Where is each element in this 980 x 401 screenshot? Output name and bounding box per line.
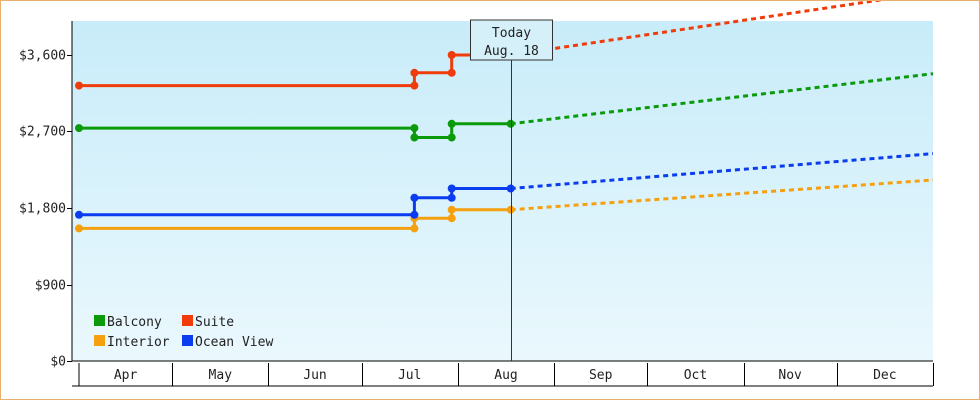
month-label: Apr <box>114 368 138 383</box>
legend-swatch <box>182 335 193 346</box>
y-tick-label: $3,600 <box>19 49 66 64</box>
series-point[interactable] <box>410 81 419 90</box>
month-label: Nov <box>778 368 802 383</box>
legend-label: Suite <box>195 315 234 330</box>
series-line-forecast <box>510 1 884 57</box>
series-point[interactable] <box>410 210 419 219</box>
series-point[interactable] <box>75 124 83 133</box>
month-label: Jun <box>303 368 326 383</box>
y-tick-label: $1,800 <box>19 202 66 217</box>
series-line-forecast <box>510 72 934 126</box>
month-label: Dec <box>873 368 896 383</box>
series-point[interactable] <box>447 68 456 77</box>
series-point[interactable] <box>506 184 515 193</box>
series-line-forecast <box>510 152 934 190</box>
month-label: Jul <box>398 368 421 383</box>
legend-label: Ocean View <box>195 335 273 350</box>
series-line-history <box>79 53 511 88</box>
month-label: Oct <box>684 368 707 383</box>
series-point[interactable] <box>410 124 419 133</box>
y-tick-label: $900 <box>35 279 66 294</box>
legend-swatch <box>94 315 105 326</box>
series-point[interactable] <box>75 210 83 219</box>
legend-label: Interior <box>107 335 170 350</box>
today-label: Today <box>492 26 531 41</box>
legend-label: Balcony <box>107 315 162 330</box>
series-line-history <box>79 122 511 139</box>
legend-swatch <box>182 315 193 326</box>
series-point[interactable] <box>75 224 83 233</box>
y-tick-label: $0 <box>50 355 66 370</box>
today-box <box>470 19 553 61</box>
series-line-forecast <box>510 178 934 212</box>
series-point[interactable] <box>447 51 456 59</box>
series-point[interactable] <box>506 205 515 214</box>
series-point[interactable] <box>447 205 456 214</box>
series-point[interactable] <box>410 133 419 142</box>
series-line-history <box>79 187 511 217</box>
series-point[interactable] <box>447 184 456 193</box>
series-point[interactable] <box>447 133 456 142</box>
series-point[interactable] <box>506 119 515 128</box>
series-point[interactable] <box>447 214 456 223</box>
series-point[interactable] <box>447 193 456 202</box>
legend-swatch <box>94 335 105 346</box>
plot-background <box>72 21 933 361</box>
month-label: Sep <box>589 368 613 383</box>
series-point[interactable] <box>410 224 419 233</box>
series-line-history <box>79 208 511 230</box>
month-label: May <box>209 368 233 383</box>
y-tick-label: $2,700 <box>19 125 66 140</box>
series-point[interactable] <box>447 119 456 128</box>
series-point[interactable] <box>410 193 419 202</box>
series-point[interactable] <box>410 68 419 77</box>
month-label: Aug <box>494 368 517 383</box>
series-point[interactable] <box>75 81 83 90</box>
today-date: Aug. 18 <box>484 44 539 59</box>
